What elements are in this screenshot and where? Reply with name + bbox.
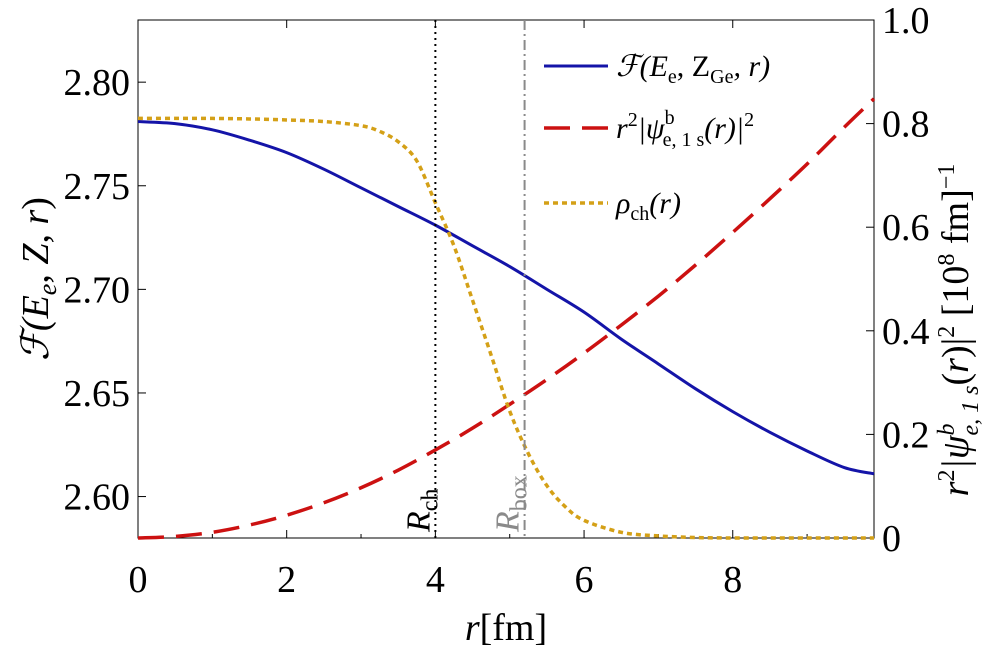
y-right-tick-label: 0.6 bbox=[882, 207, 930, 249]
x-tick-label: 8 bbox=[723, 559, 742, 601]
y-left-tick-label: 2.75 bbox=[64, 166, 131, 208]
vertical-markers: Rch Rbox bbox=[400, 20, 533, 538]
y-right-tick-label: 0.4 bbox=[882, 311, 930, 353]
legend-label-1: r2|ψb e, 1 s(r)|2 bbox=[616, 107, 754, 151]
plot-frame bbox=[137, 19, 875, 539]
y-left-tick-label: 2.60 bbox=[64, 477, 131, 519]
y-right-axis-title: r2|ψbe, 1 s(r)|2 [108 fm]−1 bbox=[934, 164, 984, 497]
series-line-1 bbox=[137, 97, 876, 540]
x-tick-label: 4 bbox=[426, 559, 445, 601]
y-right-tick-label: 0.2 bbox=[882, 414, 930, 456]
x-tick-label: 0 bbox=[129, 559, 148, 601]
y-left-axis-title: ℱ(Ee, Z, r) bbox=[15, 197, 62, 361]
vertical-marker-label: Rbox bbox=[490, 475, 533, 533]
x-tick-label: 2 bbox=[277, 559, 296, 601]
series-lines bbox=[137, 97, 876, 540]
y-left-tick-label: 2.80 bbox=[64, 62, 131, 104]
axis-ticks: 0 2 4 6 8 2.60 2.65 2.70 2.75 2.80 0 0.2 0.4 0.6 0.8 1.… bbox=[64, 0, 930, 601]
legend-label-0: ℱ(Ee, ZGe, r) bbox=[616, 50, 770, 88]
legend: ℱ(Ee, ZGe, r) r2|ψb e, 1 s(r)|2 ρch(r) bbox=[544, 50, 770, 225]
y-left-tick-label: 2.70 bbox=[64, 269, 131, 311]
legend-label-2: ρch(r) bbox=[615, 187, 681, 225]
y-right-tick-label: 0 bbox=[882, 518, 901, 560]
series-line-2 bbox=[137, 116, 874, 540]
axis-titles: r[fm] ℱ(Ee, Z, r) r2|ψbe, 1 s(r)|2 [108 fm… bbox=[15, 164, 984, 649]
y-left-tick-label: 2.65 bbox=[64, 373, 131, 415]
y-right-tick-label: 0.8 bbox=[882, 104, 930, 146]
x-axis-title: r[fm] bbox=[465, 607, 547, 649]
x-tick-label: 6 bbox=[575, 559, 594, 601]
y-right-tick-label: 1.0 bbox=[882, 0, 930, 42]
series-line-0 bbox=[137, 120, 875, 476]
vertical-marker-label: Rch bbox=[400, 489, 443, 533]
